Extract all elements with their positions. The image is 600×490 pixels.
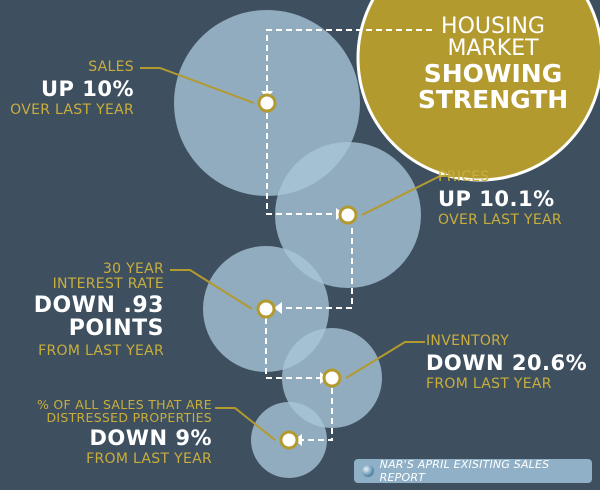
inventory-stat: Inventory Down 20.6% From last year [426,334,598,391]
dashed-connector [265,29,432,441]
distressed-label-2: distressed properties [46,410,212,426]
distressed-label-1: % of all sales that are [36,397,212,412]
inventory-note: From last year [426,375,552,392]
sales-value: Up 10% [40,76,134,101]
dot-markers [256,93,358,450]
title-line-1: Housing [441,14,545,39]
interest-stat: 30 Year Interest Rate Down .93 Points Fr… [4,262,164,358]
prices-dot [338,205,358,225]
source-text: NAR's April Exisiting Sales Report [379,458,550,484]
leader-lines [140,67,460,441]
prices-stat: Prices Up 10.1% Over last year [438,170,598,227]
distressed-note: From last year [86,451,212,468]
prices-label: Prices [438,169,490,185]
sales-label: Sales [88,59,134,75]
distressed-stat: % of all sales that are distressed prope… [4,398,212,467]
sales-stat: Sales Up 10% Over last year [4,60,134,117]
infographic-title: Housing Market Showing Strength [400,14,586,115]
title-line-2: Market [447,36,539,62]
title-circle [356,0,600,182]
inventory-value: Down 20.6% [426,350,588,375]
interest-dot [256,299,276,319]
prices-value: Up 10.1% [438,186,555,211]
source-badge: NAR's April Exisiting Sales Report [354,458,592,484]
interest-label-2: Interest Rate [52,275,164,292]
prices-note: Over last year [438,211,562,228]
interest-label-1: 30 Year [102,261,164,277]
inventory-dot [322,368,342,388]
title-line-4: Strength [417,85,569,115]
arrow-left-icon [274,302,282,314]
interest-note: From last year [38,342,164,359]
interest-value-2: Points [68,316,164,342]
distressed-dot [279,430,299,450]
distressed-value: Down 9% [89,426,212,451]
title-line-3: Showing [423,58,563,88]
inventory-label: Inventory [426,333,510,349]
sales-dot [257,93,277,113]
sales-note: Over last year [10,101,134,118]
interest-value-1: Down .93 [33,293,164,319]
globe-icon [362,465,374,477]
